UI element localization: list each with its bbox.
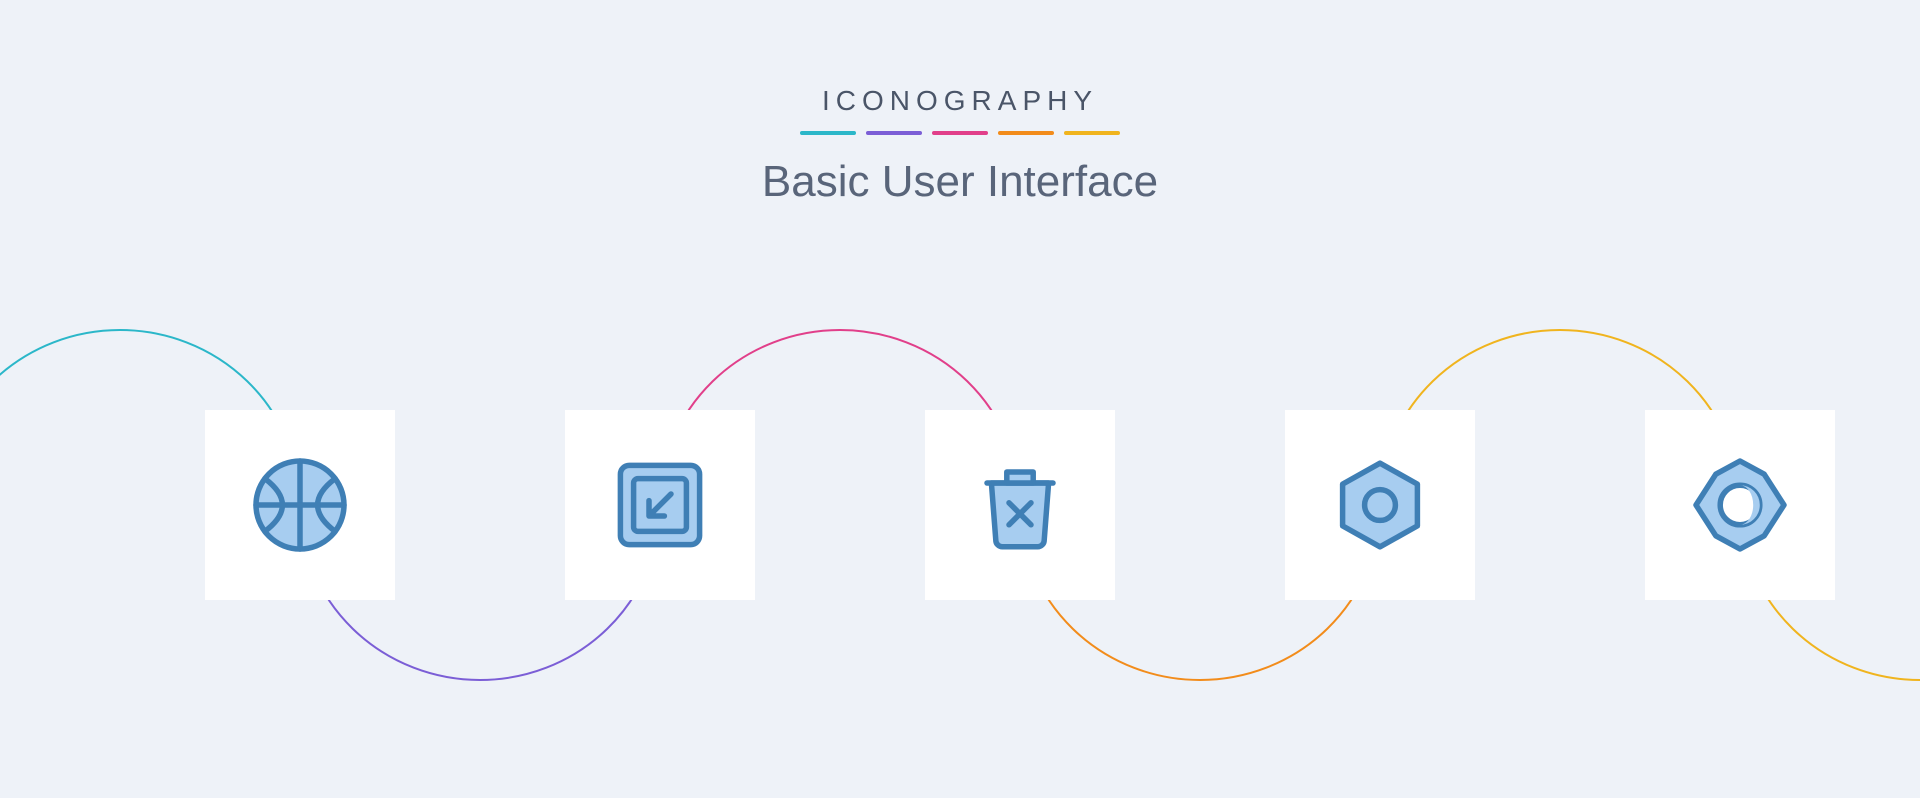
stripe-1 — [800, 131, 856, 135]
import-box-icon — [605, 450, 715, 560]
header: ICONOGRAPHY Basic User Interface — [0, 85, 1920, 207]
trash-card — [925, 410, 1115, 600]
basketball-card — [205, 410, 395, 600]
trash-icon — [965, 450, 1075, 560]
hex-nut-icon — [1325, 450, 1435, 560]
subtitle: Basic User Interface — [0, 157, 1920, 207]
stripe-3 — [932, 131, 988, 135]
stripe-5 — [1064, 131, 1120, 135]
hex-nut-card — [1285, 410, 1475, 600]
brightness-card — [1645, 410, 1835, 600]
brand-title: ICONOGRAPHY — [0, 85, 1920, 117]
basketball-icon — [245, 450, 355, 560]
import-box-card — [565, 410, 755, 600]
brightness-icon — [1685, 450, 1795, 560]
infographic-stage: ICONOGRAPHY Basic User Interface — [0, 0, 1920, 798]
stripe-4 — [998, 131, 1054, 135]
stripe-2 — [866, 131, 922, 135]
brand-stripes — [800, 131, 1120, 135]
